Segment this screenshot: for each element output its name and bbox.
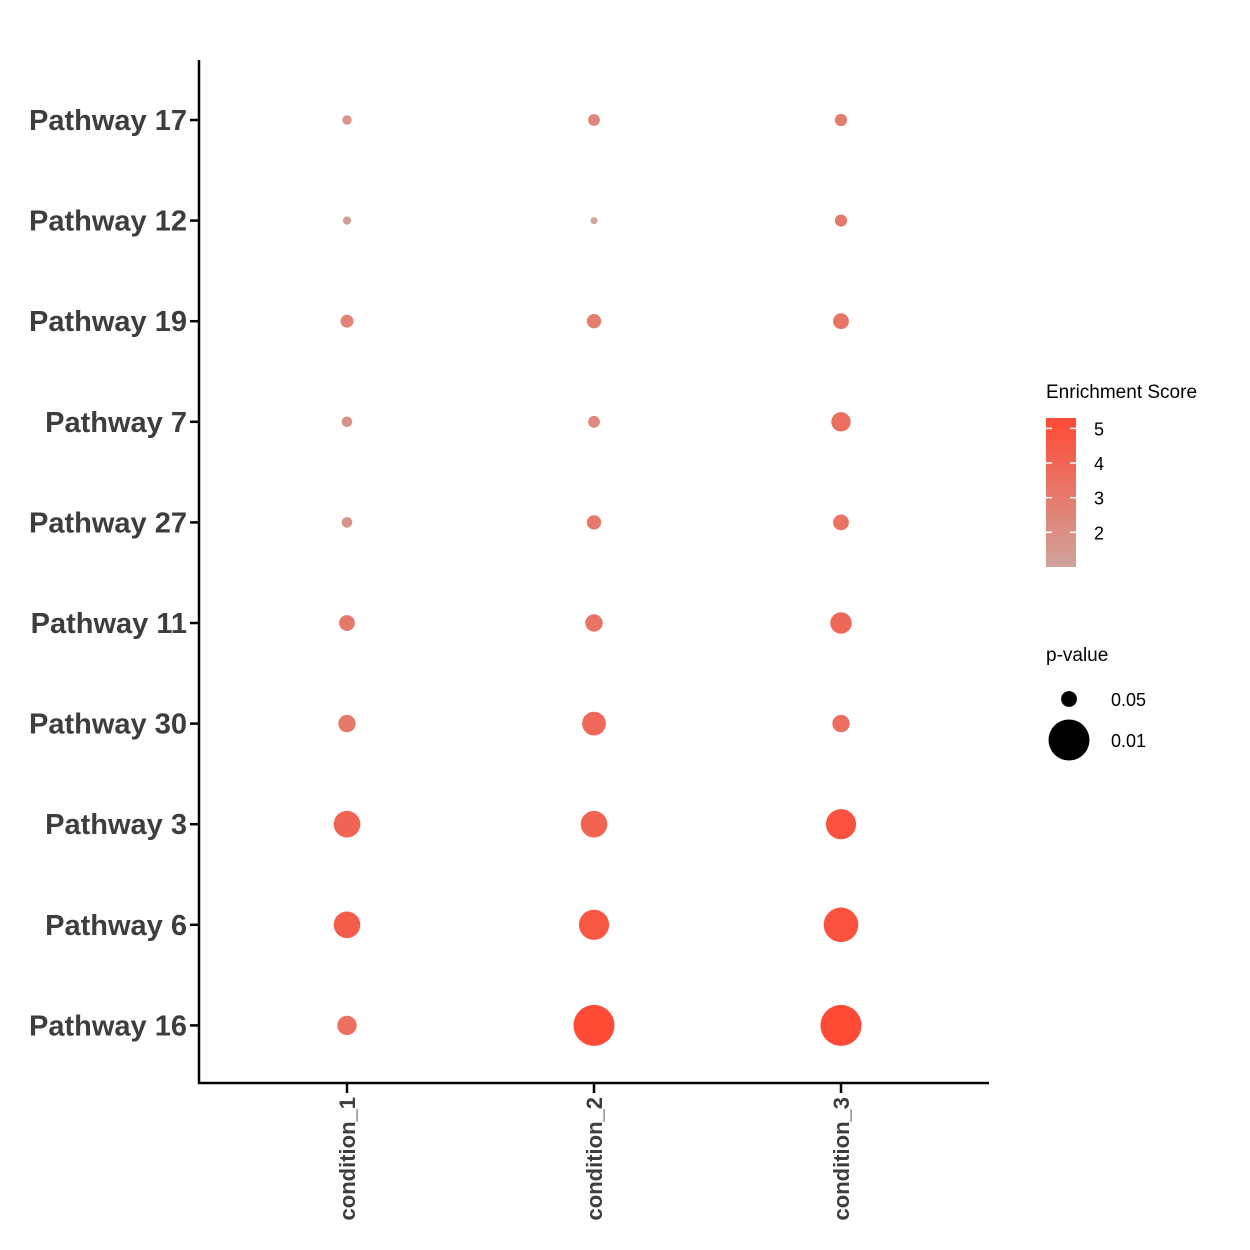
y-tick-label-pathway-16: Pathway 16 bbox=[29, 1010, 187, 1042]
y-tick-label-pathway-11: Pathway 11 bbox=[31, 608, 187, 640]
x-tick-label-condition-2: condition_2 bbox=[582, 1097, 607, 1220]
colorbar-label-5: 5 bbox=[1094, 419, 1104, 439]
dot-pathway-27-condition-2 bbox=[586, 515, 602, 530]
size-keys: 0.05 0.01 bbox=[1048, 690, 1146, 761]
enrichment-score-legend: Enrichment Score 5 4 3 2 bbox=[1046, 382, 1197, 567]
size-key-label: 0.01 bbox=[1111, 731, 1146, 751]
dot-pathway-6-condition-3 bbox=[823, 907, 859, 943]
dot-pathway-30-condition-1 bbox=[338, 714, 356, 733]
enrichment-colorbar bbox=[1046, 418, 1076, 567]
dot-pathway-16-condition-3 bbox=[820, 1004, 862, 1046]
x-axis-ticks: condition_1 condition_2 condition_3 bbox=[335, 1084, 854, 1220]
dot-pathway-12-condition-2 bbox=[590, 217, 598, 225]
y-tick-label-pathway-30: Pathway 30 bbox=[29, 709, 187, 741]
enrichment-legend-title: Enrichment Score bbox=[1046, 382, 1197, 403]
dot-pathway-12-condition-3 bbox=[834, 214, 848, 227]
dot-pathway-12-condition-1 bbox=[342, 216, 352, 225]
dots-layer bbox=[333, 113, 862, 1046]
y-axis-ticks: Pathway 17 Pathway 12 Pathway 19 Pathway 7 P… bbox=[29, 105, 199, 1042]
x-tick-label-condition-1: condition_1 bbox=[335, 1097, 360, 1220]
dot-pathway-11-condition-3 bbox=[830, 612, 852, 634]
p-value-legend-title: p-value bbox=[1046, 645, 1108, 666]
colorbar-ticks: 5 4 3 2 bbox=[1046, 419, 1104, 543]
y-tick-label-pathway-27: Pathway 27 bbox=[29, 507, 187, 539]
dot-pathway-19-condition-1 bbox=[340, 314, 354, 328]
p-value-legend: p-value 0.05 0.01 bbox=[1046, 645, 1146, 761]
y-tick-label-pathway-6: Pathway 6 bbox=[45, 910, 187, 942]
dot-pathway-17-condition-2 bbox=[588, 114, 600, 126]
x-tick-label-condition-3: condition_3 bbox=[829, 1097, 854, 1220]
dot-pathway-6-condition-1 bbox=[333, 911, 361, 939]
size-key-dot bbox=[1061, 691, 1077, 707]
size-key-label: 0.05 bbox=[1111, 690, 1146, 710]
dot-pathway-27-condition-3 bbox=[833, 514, 849, 531]
dot-pathway-30-condition-2 bbox=[582, 711, 606, 736]
plot-panel: Pathway 17 Pathway 12 Pathway 19 Pathway 7 P… bbox=[29, 60, 989, 1220]
dot-pathway-16-condition-1 bbox=[337, 1015, 357, 1036]
y-tick-label-pathway-19: Pathway 19 bbox=[29, 306, 187, 338]
y-tick-label-pathway-3: Pathway 3 bbox=[45, 809, 187, 841]
dot-pathway-27-condition-1 bbox=[341, 517, 353, 528]
dot-pathway-30-condition-3 bbox=[832, 714, 850, 733]
dot-pathway-3-condition-2 bbox=[580, 810, 608, 838]
y-tick-label-pathway-17: Pathway 17 bbox=[29, 105, 187, 137]
dot-pathway-11-condition-2 bbox=[585, 614, 603, 632]
dot-pathway-17-condition-1 bbox=[342, 115, 352, 125]
y-tick-label-pathway-7: Pathway 7 bbox=[45, 407, 187, 439]
dot-pathway-19-condition-2 bbox=[586, 314, 602, 329]
y-tick-label-pathway-12: Pathway 12 bbox=[29, 206, 187, 238]
colorbar-label-3: 3 bbox=[1094, 489, 1104, 509]
dot-pathway-6-condition-2 bbox=[578, 909, 610, 940]
dot-pathway-3-condition-3 bbox=[825, 809, 857, 840]
size-key-dot bbox=[1048, 719, 1090, 761]
dot-pathway-16-condition-2 bbox=[573, 1004, 615, 1046]
colorbar-label-4: 4 bbox=[1094, 454, 1104, 474]
dot-pathway-17-condition-3 bbox=[834, 113, 848, 127]
dot-pathway-3-condition-1 bbox=[333, 810, 361, 838]
colorbar-label-2: 2 bbox=[1094, 523, 1104, 543]
dot-pathway-7-condition-3 bbox=[831, 412, 851, 432]
dot-pathway-7-condition-2 bbox=[588, 415, 600, 428]
dot-pathway-19-condition-3 bbox=[833, 313, 849, 330]
dot-pathway-11-condition-1 bbox=[339, 615, 355, 631]
dot-pathway-7-condition-1 bbox=[341, 416, 353, 428]
